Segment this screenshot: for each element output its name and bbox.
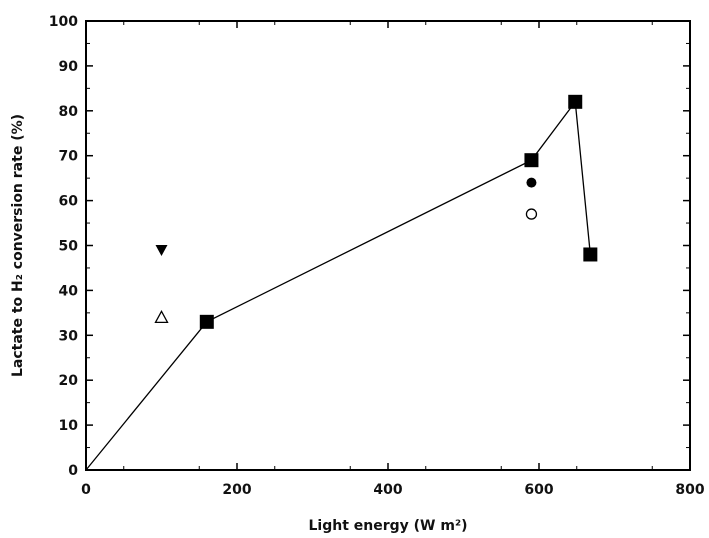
open-triangle-marker bbox=[154, 309, 169, 323]
y-tick-label: 40 bbox=[59, 283, 79, 299]
x-tick-label: 400 bbox=[373, 482, 402, 498]
y-tick-label: 90 bbox=[59, 59, 79, 75]
open-circle-marker bbox=[525, 208, 538, 220]
y-tick-label: 0 bbox=[68, 463, 78, 479]
y-tick-label: 30 bbox=[59, 328, 79, 344]
series-line bbox=[85, 100, 591, 471]
axes bbox=[85, 20, 691, 471]
y-axis-title: Lactate to H₂ conversion rate (%) bbox=[10, 114, 26, 377]
square-marker bbox=[199, 314, 214, 329]
square-marker bbox=[568, 94, 583, 109]
y-tick-label: 60 bbox=[59, 194, 79, 210]
filled-triangle-marker bbox=[155, 244, 168, 256]
square-marker bbox=[524, 153, 539, 168]
y-tick-label: 50 bbox=[59, 239, 79, 255]
x-tick-label: 800 bbox=[675, 482, 704, 498]
x-tick-label: 0 bbox=[81, 482, 91, 498]
square-marker bbox=[583, 247, 598, 262]
ticks: 0 200 400 600 800 0 10 20 30 40 50 60 70 80 90 100 bbox=[49, 14, 705, 498]
y-tick-label: 70 bbox=[59, 149, 79, 165]
filled-circle-marker bbox=[526, 177, 537, 188]
y-tick-label: 80 bbox=[59, 104, 79, 120]
x-axis-title: Light energy (W m²) bbox=[309, 518, 468, 534]
x-tick-label: 200 bbox=[222, 482, 251, 498]
series-lines bbox=[85, 100, 591, 471]
y-tick-label: 10 bbox=[59, 418, 79, 434]
y-tick-label: 100 bbox=[49, 14, 78, 30]
x-tick-label: 600 bbox=[524, 482, 553, 498]
data-points bbox=[154, 94, 598, 329]
plot-frame bbox=[85, 20, 691, 471]
y-tick-label: 20 bbox=[59, 373, 79, 389]
